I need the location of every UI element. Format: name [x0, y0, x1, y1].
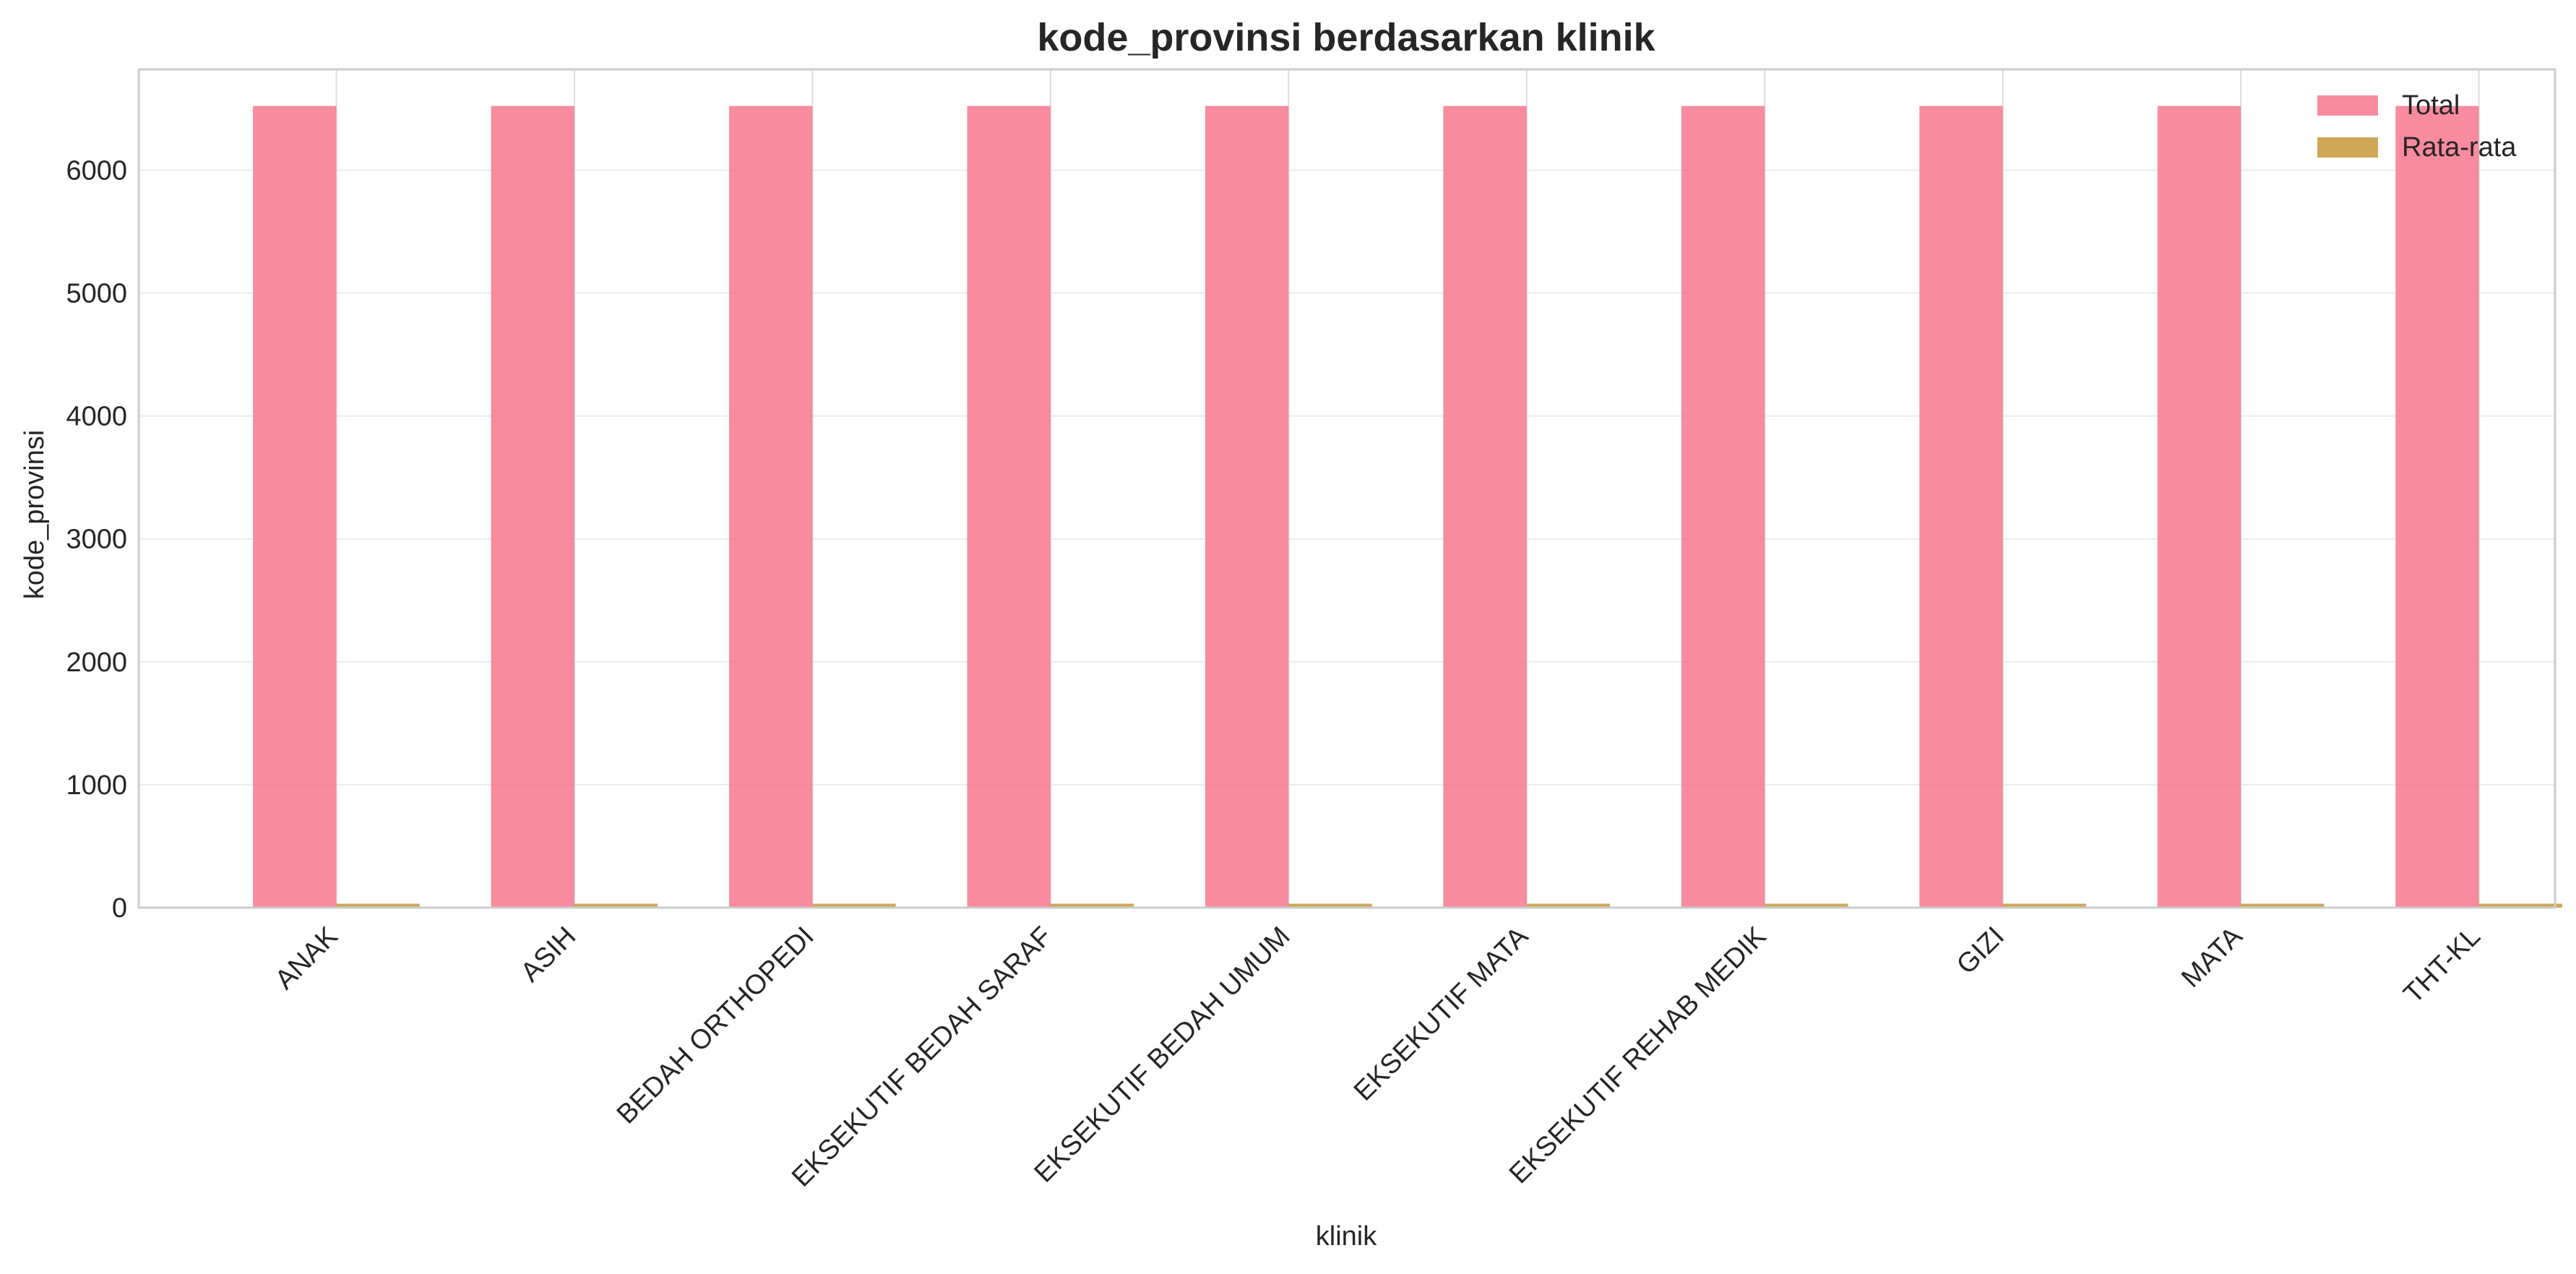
legend: Total Rata-rata: [2317, 90, 2517, 163]
plot-frame: [137, 68, 2556, 909]
bar-rata-rata: [1288, 903, 1372, 908]
y-tick-label: 6000: [66, 155, 127, 186]
chart-title: kode_provinsi berdasarkan klinik: [1037, 16, 1655, 59]
bar-total: [1919, 106, 2003, 908]
bar-rata-rata: [2478, 903, 2562, 908]
bar-total: [1443, 106, 1527, 908]
x-axis-label: klinik: [1316, 1221, 1377, 1252]
legend-swatch: [2317, 137, 2378, 158]
bar-total: [967, 106, 1051, 908]
bar-total: [491, 106, 574, 908]
bar-rata-rata: [1050, 903, 1134, 908]
y-tick-label: 1000: [66, 770, 127, 801]
y-tick-label: 0: [112, 893, 127, 924]
legend-label: Total: [2402, 90, 2460, 121]
bar-total: [1205, 106, 1289, 908]
bar-total: [253, 106, 337, 908]
legend-swatch: [2317, 95, 2378, 116]
bar-rata-rata: [812, 903, 896, 908]
bar-rata-rata: [1526, 903, 1611, 908]
y-tick-label: 5000: [66, 279, 127, 309]
bar-rata-rata: [1765, 903, 1848, 908]
y-axis-label: kode_provinsi: [20, 430, 50, 599]
bar-total: [729, 106, 813, 908]
y-tick-label: 4000: [66, 402, 127, 432]
bar-total: [2395, 106, 2479, 908]
bar-total: [1681, 106, 1765, 908]
y-tick-label: 2000: [66, 647, 127, 678]
bar-rata-rata: [336, 903, 420, 908]
bar-total: [2157, 106, 2241, 908]
legend-label: Rata-rata: [2402, 132, 2517, 163]
bar-rata-rata: [2241, 903, 2325, 908]
bar-rata-rata: [574, 903, 658, 908]
y-tick-label: 3000: [66, 525, 127, 555]
bar-rata-rata: [2002, 903, 2086, 908]
